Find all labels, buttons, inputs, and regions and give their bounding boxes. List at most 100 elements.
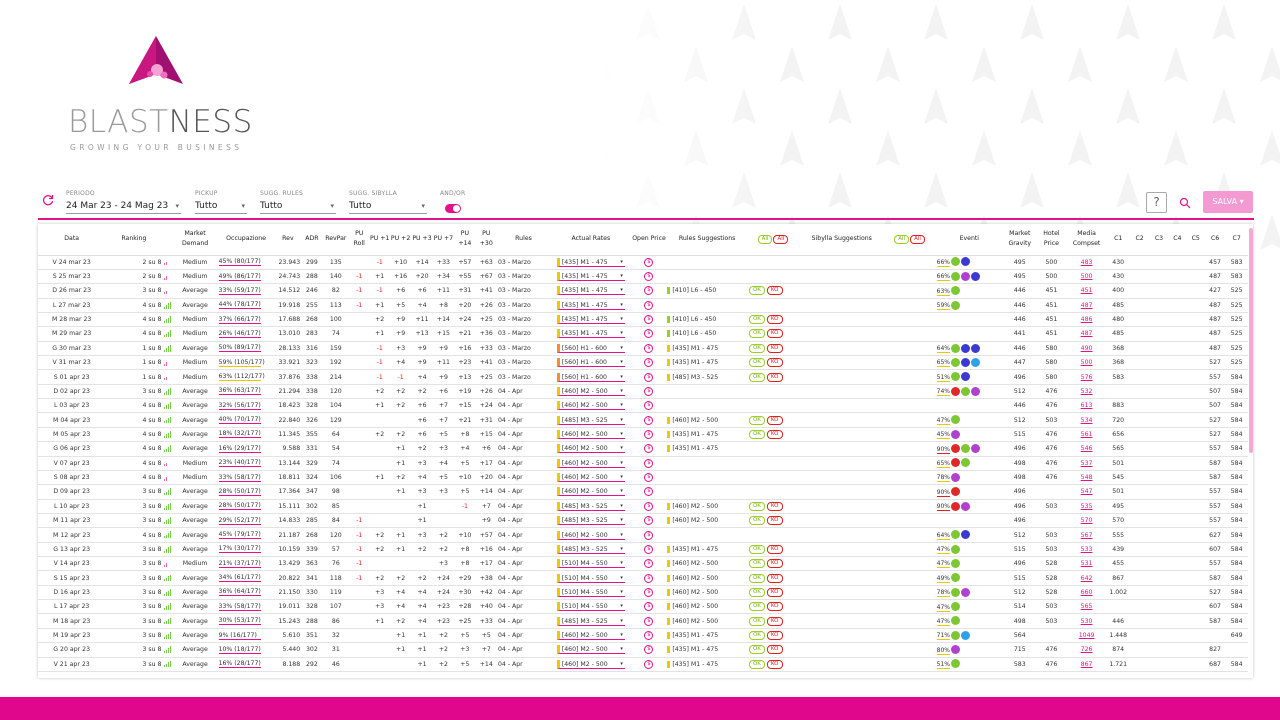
actual-rate-select[interactable]: [560] H1 - 600 ▾ [556,372,625,382]
sugg-rules-select[interactable]: Tutto ▾ [260,200,336,214]
table-row[interactable]: D 26 mar 23 3 su 8 Average 33% (59/177) 14.5… [38,283,1248,299]
table-row[interactable]: L 17 apr 23 3 su 8 Average 33% (58/177) 19.0… [38,599,1248,615]
dollar-icon[interactable]: $ [644,530,654,540]
col-c6[interactable]: C6 [1204,224,1226,256]
dollar-icon[interactable]: $ [644,473,654,483]
col-ranking[interactable]: Ranking [105,224,163,256]
ko-button[interactable]: KO [766,516,783,526]
event-dot-icon[interactable] [950,386,960,396]
actual-rate-select[interactable]: [485] M3 - 525 ▾ [556,516,625,526]
col-pu14[interactable]: PU +14 [454,224,476,256]
table-row[interactable]: D 16 apr 23 3 su 8 Average 36% (64/177) 21.1… [38,585,1248,601]
ok-button[interactable]: OK [748,587,765,597]
event-dot-icon[interactable] [950,501,960,511]
dollar-icon[interactable]: $ [644,516,654,526]
media-compset-link[interactable]: 487 [1080,301,1093,309]
ok-button[interactable]: OK [748,616,765,626]
dollar-icon[interactable]: $ [644,444,654,454]
dollar-icon[interactable]: $ [644,358,654,368]
table-row[interactable]: G 30 mar 23 1 su 8 Average 50% (89/177) 28.1… [38,341,1248,357]
actual-rate-select[interactable]: [485] M3 - 525 ▾ [556,544,625,554]
media-compset-link[interactable]: 726 [1080,646,1093,654]
col-pu2[interactable]: PU +2 [389,224,412,256]
actual-rate-select[interactable]: [460] M2 - 500 ▾ [556,530,625,540]
media-compset-link[interactable]: 531 [1080,560,1093,568]
ko-button[interactable]: KO [766,372,783,382]
event-dot-icon[interactable] [960,357,970,367]
ko-button[interactable]: KO [766,358,783,368]
actual-rate-select[interactable]: [460] M2 - 500 ▾ [556,444,625,454]
table-row[interactable]: L 10 apr 23 3 su 8 Average 28% (50/177) 15.1… [38,499,1248,514]
event-dot-icon[interactable] [970,357,980,367]
pickup-select[interactable]: Tutto ▾ [195,200,247,214]
table-row[interactable]: S 08 apr 23 4 su 8 Medium 33% (58/177) 18.81… [38,470,1248,486]
table-row[interactable]: M 05 apr 23 4 su 8 Average 18% (32/177) 11.3… [38,427,1248,443]
ko-button[interactable]: KO [766,616,783,626]
actual-rate-select[interactable]: [460] M2 - 500 ▾ [556,631,625,641]
col-rules[interactable]: Rules [496,224,551,256]
ok-button[interactable]: OK [748,429,765,439]
pickup-filter[interactable]: PICKUP Tutto ▾ [195,190,247,214]
actual-rate-select[interactable]: [460] M2 - 500 ▾ [556,645,625,655]
ko-button[interactable]: KO [766,415,783,425]
andor-toggle[interactable] [445,204,461,213]
dollar-icon[interactable]: $ [644,458,654,468]
col-pu1[interactable]: PU +1 [369,224,390,256]
event-dot-icon[interactable] [950,357,960,367]
dollar-icon[interactable]: $ [644,386,654,396]
sugg-rules-filter[interactable]: SUGG. RULES Tutto ▾ [260,190,336,214]
event-dot-icon[interactable] [960,530,970,540]
actual-rate-select[interactable]: [510] M4 - 550 ▾ [556,602,625,612]
actual-rate-select[interactable]: [485] M3 - 525 ▾ [556,501,625,511]
table-row[interactable]: M 12 apr 23 4 su 8 Average 45% (79/177) 21.1… [38,527,1248,543]
col-eventi[interactable]: Eventi [935,224,1003,256]
media-compset-link[interactable]: 642 [1080,574,1093,582]
reject-all-rules-button[interactable]: All [773,235,789,245]
col-sibylla-suggestions[interactable]: Sibylla Suggestions [798,224,885,256]
media-compset-link[interactable]: 567 [1080,531,1093,539]
ko-button[interactable]: KO [766,573,783,583]
ok-button[interactable]: OK [748,631,765,641]
table-row[interactable]: S 15 apr 23 3 su 8 Average 34% (61/177) 20.8… [38,570,1248,586]
actual-rate-select[interactable]: [485] M3 - 525 ▾ [556,616,625,626]
ok-button[interactable]: OK [748,372,765,382]
event-dot-icon[interactable] [950,659,960,669]
event-dot-icon[interactable] [950,587,960,597]
dollar-icon[interactable]: $ [644,329,654,339]
ok-button[interactable]: OK [748,544,765,554]
media-compset-link[interactable]: 451 [1080,287,1093,295]
event-dot-icon[interactable] [960,271,970,281]
table-row[interactable]: M 29 mar 23 4 su 8 Medium 26% (46/177) 13.01… [38,326,1248,342]
dollar-icon[interactable]: $ [644,401,654,411]
ko-button[interactable]: KO [766,315,783,325]
actual-rate-select[interactable]: [460] M2 - 500 ▾ [556,401,625,411]
col-pu-roll[interactable]: PU Roll [349,224,370,256]
event-dot-icon[interactable] [960,386,970,396]
dollar-icon[interactable]: $ [644,429,654,439]
dollar-icon[interactable]: $ [644,415,654,425]
accept-all-sibylla-button[interactable]: All [894,235,910,245]
ok-button[interactable]: OK [748,516,765,526]
ok-button[interactable]: OK [748,645,765,655]
ko-button[interactable]: KO [766,429,783,439]
event-dot-icon[interactable] [970,386,980,396]
dollar-icon[interactable]: $ [644,616,654,626]
actual-rate-select[interactable]: [510] M4 - 550 ▾ [556,573,625,583]
event-dot-icon[interactable] [950,458,960,468]
media-compset-link[interactable]: 660 [1080,588,1093,596]
actual-rate-select[interactable]: [460] M2 - 500 ▾ [556,429,625,439]
refresh-icon[interactable] [42,194,56,208]
event-dot-icon[interactable] [970,271,980,281]
media-compset-link[interactable]: 532 [1080,387,1093,395]
table-row[interactable]: L 03 apr 23 4 su 8 Average 32% (56/177) 18.4… [38,398,1248,414]
event-dot-icon[interactable] [960,587,970,597]
actual-rate-select[interactable]: [435] M1 - 475 ▾ [556,286,625,296]
ko-button[interactable]: KO [766,343,783,353]
ko-button[interactable]: KO [766,602,783,612]
actual-rate-select[interactable]: [485] M3 - 525 ▾ [556,415,625,425]
ok-button[interactable]: OK [748,573,765,583]
ko-button[interactable]: KO [766,501,783,511]
event-dot-icon[interactable] [960,343,970,353]
col-c4[interactable]: C4 [1168,224,1187,256]
col-revpar[interactable]: RevPar [322,224,350,256]
